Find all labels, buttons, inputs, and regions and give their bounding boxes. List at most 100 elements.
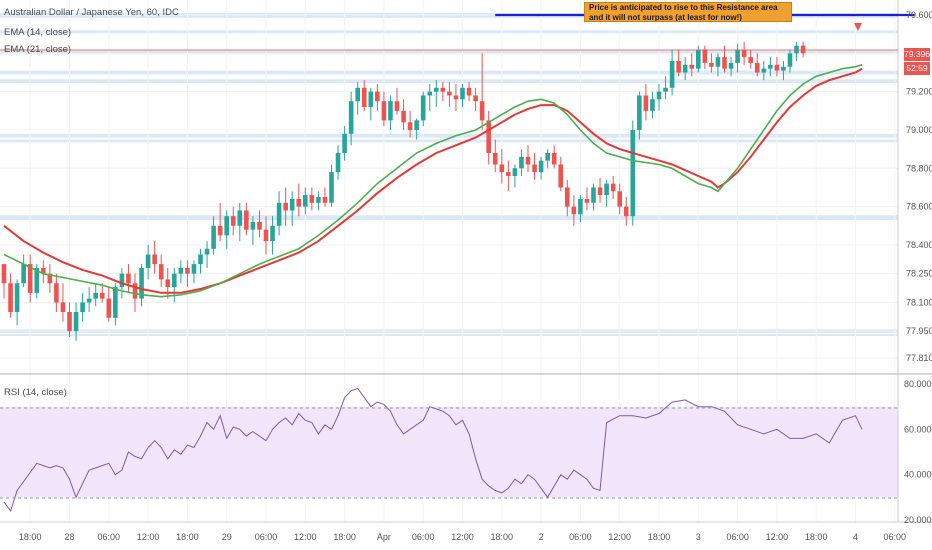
time-tick-label: 06:00: [726, 532, 749, 542]
rsi-axis[interactable]: 80.0000 60.0000 40.0000 20.0000: [904, 379, 932, 525]
candle-body: [34, 267, 40, 293]
candle-body: [132, 283, 138, 299]
candle-body: [375, 91, 380, 102]
candle-body: [637, 95, 642, 130]
candle-body: [499, 164, 505, 173]
candle-body: [787, 53, 793, 67]
legend-ema21[interactable]: EMA (21, close): [4, 44, 71, 55]
candle-body: [348, 101, 354, 134]
candle-body: [492, 152, 498, 165]
candle-body: [591, 187, 596, 203]
candle-body: [119, 273, 125, 288]
candle-body: [21, 264, 26, 284]
sell-arrow-icon: [854, 23, 862, 31]
candle-body: [453, 95, 459, 100]
candle-body: [368, 91, 374, 107]
candle-body: [211, 225, 216, 249]
time-tick-label: 4: [853, 532, 858, 542]
price-axis[interactable]: 79.600 79.200 79.000 78.800 78.600 78.400 78.2…: [906, 10, 932, 363]
time-tick-label: 12:00: [766, 532, 789, 542]
candle-body: [656, 91, 662, 100]
candle-body: [126, 273, 131, 284]
candle-body: [401, 110, 406, 123]
zone-band: [0, 79, 898, 84]
candle-body: [702, 49, 708, 63]
candle-body: [610, 183, 616, 192]
candle-body: [473, 95, 478, 102]
candle-body: [525, 156, 531, 165]
candle-body: [60, 302, 66, 313]
zone-band: [0, 133, 898, 138]
price-tick-label: 79.600: [906, 10, 932, 20]
price-tick-label: 78.800: [906, 163, 932, 173]
candle-body: [224, 216, 229, 236]
candle-body: [479, 101, 485, 121]
candle-body: [486, 120, 491, 153]
candle-body: [309, 195, 315, 203]
legend-symbol: Australian Dollar / Japanese Yen, 60, ID…: [4, 7, 179, 18]
candle-body: [532, 164, 537, 173]
legend-rsi[interactable]: RSI (14, close): [4, 387, 67, 398]
candle-body: [689, 64, 695, 69]
legend-ema14[interactable]: EMA (14, close): [4, 27, 71, 38]
candle-body: [237, 210, 243, 226]
candle-body: [47, 273, 53, 284]
candle-body: [519, 156, 524, 169]
candle-body: [14, 283, 20, 313]
candle-body: [420, 95, 426, 121]
candle-body: [283, 202, 288, 211]
annotation-note[interactable]: Price is anticipated to rise to this Res…: [584, 2, 792, 22]
candle-body: [145, 254, 151, 268]
candle-body: [165, 279, 171, 288]
price-tick-label: 79.000: [906, 125, 932, 135]
candle-body: [597, 187, 603, 196]
candle-body: [571, 206, 577, 215]
candle-body: [709, 62, 714, 67]
candle-body: [794, 45, 799, 54]
candle-body: [1, 264, 7, 284]
candle-body: [276, 202, 282, 226]
candle-body: [774, 64, 780, 71]
candle-body: [538, 160, 544, 173]
candle-body: [86, 298, 92, 303]
candle-body: [434, 87, 439, 92]
zone-band: [0, 215, 898, 221]
zone-band: [0, 49, 898, 54]
time-tick-label: 06:00: [884, 532, 907, 542]
candle-body: [427, 91, 433, 96]
candle-body: [217, 225, 223, 236]
price-tick-label: 78.250: [906, 269, 932, 279]
price-tick-label: 79.200: [906, 87, 932, 97]
candle-body: [761, 68, 767, 73]
candle-body: [296, 198, 302, 207]
rsi-tick-label: 40.0000: [904, 470, 932, 480]
time-tick-label: 2: [539, 532, 544, 542]
time-tick-label: 3: [696, 532, 701, 542]
candle-body: [335, 152, 341, 173]
candle-body: [800, 45, 806, 54]
candle-body: [643, 95, 649, 111]
price-tick-label: 77.810: [906, 353, 932, 363]
candle-body: [617, 191, 622, 207]
time-tick-label: 06:00: [98, 532, 121, 542]
candle-body: [754, 62, 760, 73]
time-tick-label: 06:00: [569, 532, 592, 542]
candle-body: [54, 283, 59, 303]
time-axis[interactable]: 18:00 28 06:00 12:00 18:00 29 06:00 12:00 18:00 A…: [19, 532, 906, 542]
candle-body: [381, 101, 387, 121]
candle-body: [270, 225, 275, 242]
candle-body: [191, 264, 197, 274]
candle-body: [650, 99, 655, 111]
candle-body: [178, 267, 184, 274]
candle-body: [204, 248, 210, 255]
rsi-band: [0, 406, 898, 498]
candle-body: [41, 267, 46, 274]
time-tick-label: 12:00: [294, 532, 317, 542]
candle-body: [669, 60, 675, 88]
candle-body: [460, 87, 465, 100]
candle-body: [230, 216, 236, 226]
candle-body: [361, 87, 367, 107]
countdown-tag: 52:59: [904, 62, 930, 76]
candle-body: [158, 264, 164, 280]
